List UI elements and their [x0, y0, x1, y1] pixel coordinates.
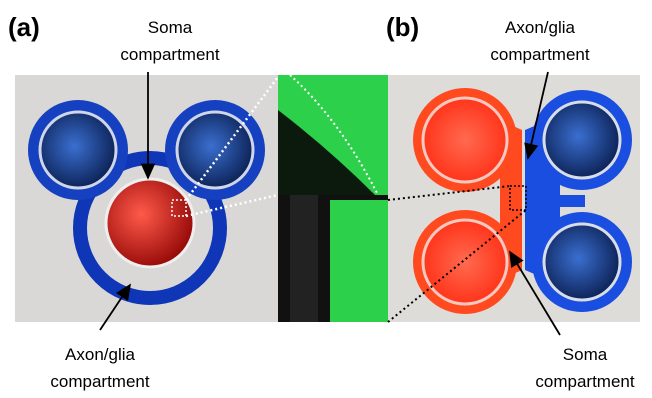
annotation: Axon/glia	[65, 345, 135, 364]
annotation: Soma	[563, 345, 608, 364]
photo-a	[15, 75, 278, 322]
panel-label: (a)	[8, 12, 40, 42]
photo-b	[388, 75, 640, 322]
annotation: compartment	[535, 372, 634, 391]
annotation: compartment	[490, 45, 589, 64]
figure: (a) Soma compartment Axon/glia compartme…	[0, 0, 652, 398]
panel-label: (b)	[386, 12, 419, 42]
annotation: compartment	[50, 372, 149, 391]
annotation: compartment	[120, 45, 219, 64]
annotation: Soma	[148, 18, 193, 37]
annotation: Axon/glia	[505, 18, 575, 37]
